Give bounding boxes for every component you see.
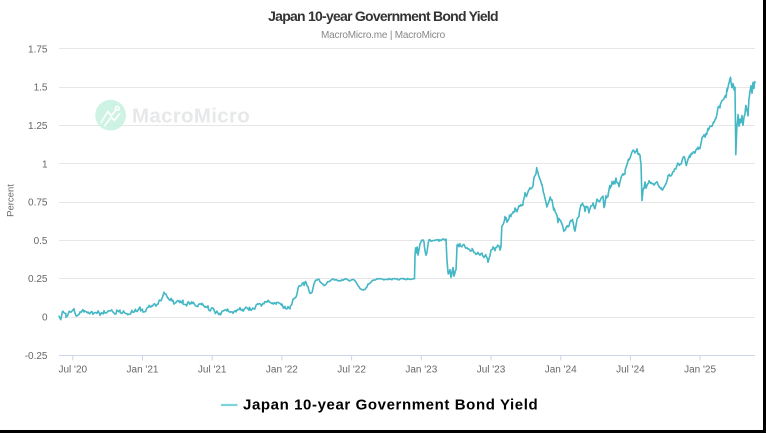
svg-text:MacroMicro: MacroMicro xyxy=(132,105,250,128)
svg-text:Jul '21: Jul '21 xyxy=(198,365,227,376)
svg-text:0.75: 0.75 xyxy=(28,198,48,209)
svg-text:Jan '23: Jan '23 xyxy=(405,365,437,376)
svg-text:0.25: 0.25 xyxy=(28,274,48,285)
svg-text:Jul '24: Jul '24 xyxy=(616,365,645,376)
svg-text:Jan '25: Jan '25 xyxy=(684,365,716,376)
svg-text:MacroMicro.me | MacroMicro: MacroMicro.me | MacroMicro xyxy=(321,30,446,41)
svg-text:1.25: 1.25 xyxy=(28,121,48,132)
svg-text:0: 0 xyxy=(42,313,48,324)
svg-text:Jan '24: Jan '24 xyxy=(545,365,577,376)
svg-text:Percent: Percent xyxy=(6,184,17,217)
svg-text:Japan 10-year Government Bond: Japan 10-year Government Bond Yield xyxy=(268,8,498,24)
svg-text:Jan '22: Jan '22 xyxy=(266,365,298,376)
svg-text:0.5: 0.5 xyxy=(34,236,48,247)
svg-text:Jul '23: Jul '23 xyxy=(477,365,506,376)
svg-text:Jan '21: Jan '21 xyxy=(127,365,159,376)
svg-text:Jul '22: Jul '22 xyxy=(337,365,366,376)
svg-text:Japan 10-year Government Bond: Japan 10-year Government Bond Yield xyxy=(243,397,538,414)
svg-text:1.5: 1.5 xyxy=(34,83,48,94)
svg-text:Jul '20: Jul '20 xyxy=(59,365,88,376)
svg-text:-0.25: -0.25 xyxy=(25,351,48,362)
svg-text:1: 1 xyxy=(42,159,48,170)
svg-text:1.75: 1.75 xyxy=(28,44,48,55)
